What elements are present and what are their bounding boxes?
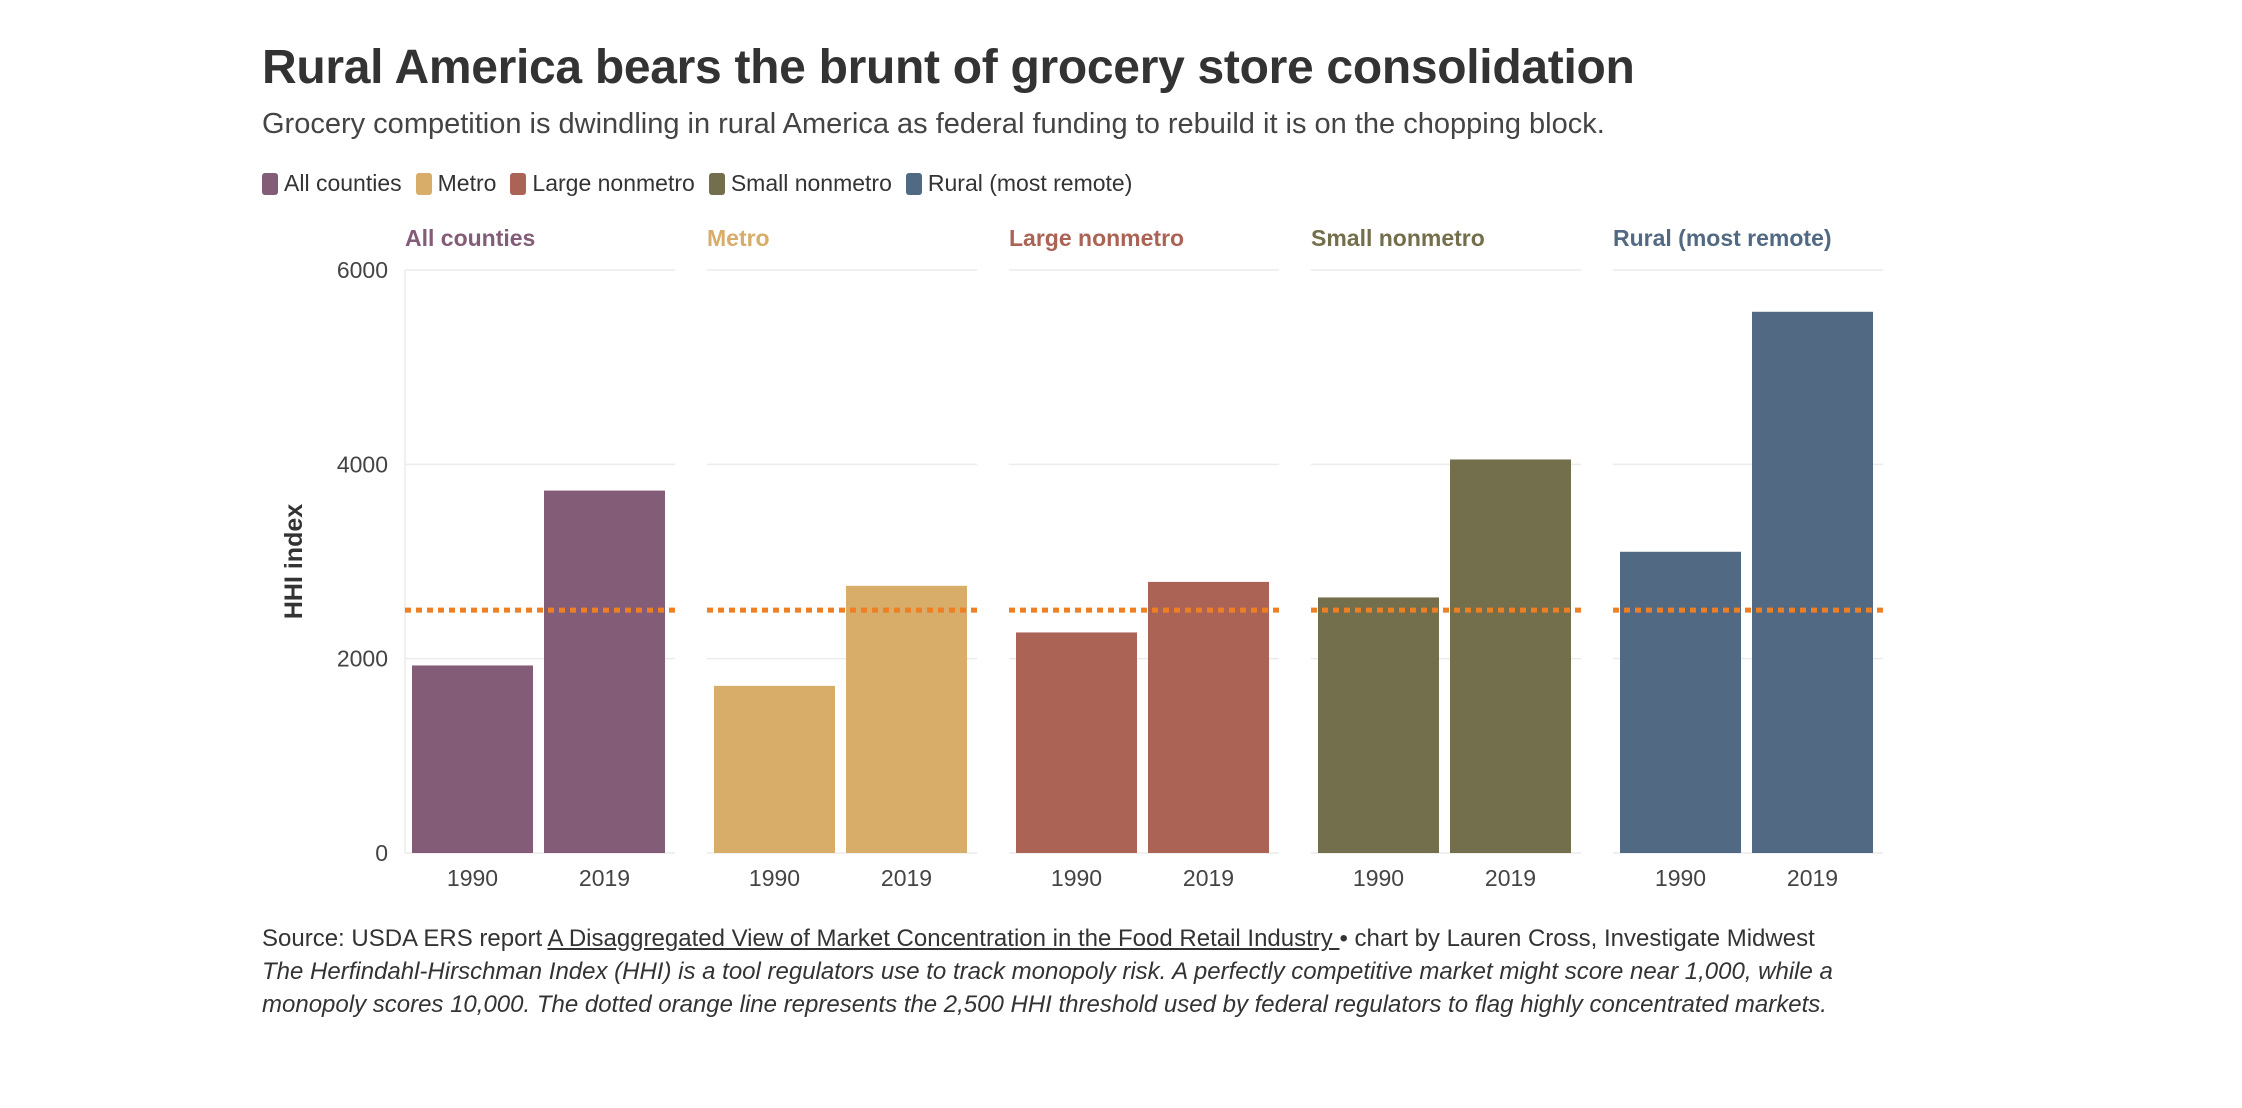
x-tick-label: 2019 bbox=[579, 865, 630, 891]
chart-subtitle: Grocery competition is dwindling in rura… bbox=[262, 108, 1605, 140]
legend-swatch bbox=[708, 172, 725, 195]
legend-item-large-nonmetro[interactable]: Large nonmetro bbox=[510, 170, 695, 197]
x-tick-label: 1990 bbox=[1051, 865, 1102, 891]
x-tick-label: 2019 bbox=[881, 865, 932, 891]
panel-title: All counties bbox=[405, 225, 535, 251]
chart-title: Rural America bears the brunt of grocery… bbox=[262, 41, 1635, 94]
chart-note: The Herfindahl-Hirschman Index (HHI) is … bbox=[262, 958, 1833, 1018]
legend-swatch bbox=[905, 172, 922, 195]
bar-2019 bbox=[1148, 581, 1269, 853]
source-link[interactable]: A Disaggregated View of Market Concentra… bbox=[547, 925, 1340, 952]
panel-title: Metro bbox=[707, 225, 770, 251]
legend-label: All counties bbox=[284, 170, 402, 196]
legend-swatch bbox=[415, 172, 432, 195]
panel-title: Large nonmetro bbox=[1009, 225, 1184, 251]
legend-label: Metro bbox=[437, 170, 497, 196]
y-axis-title: HHI index bbox=[280, 504, 308, 619]
x-tick-label: 2019 bbox=[1485, 865, 1536, 891]
bar-1990 bbox=[714, 685, 835, 853]
x-tick-label: 1990 bbox=[447, 865, 498, 891]
bar-2019 bbox=[1450, 459, 1571, 853]
legend-swatch bbox=[510, 172, 527, 195]
y-tick-label: 4000 bbox=[337, 451, 388, 477]
y-tick-label: 2000 bbox=[337, 646, 388, 672]
footer: Source: USDA ERS report A Disaggregated … bbox=[262, 922, 1922, 1021]
legend-item-rural[interactable]: Rural (most remote) bbox=[905, 170, 1133, 197]
x-tick-label: 1990 bbox=[1655, 865, 1706, 891]
legend-item-metro[interactable]: Metro bbox=[415, 170, 497, 197]
bar-2019 bbox=[1752, 311, 1873, 853]
y-tick-label: 0 bbox=[375, 840, 388, 866]
legend-swatch bbox=[262, 172, 278, 195]
x-tick-label: 2019 bbox=[1183, 865, 1234, 891]
legend-item-small-nonmetro[interactable]: Small nonmetro bbox=[708, 170, 892, 197]
panel-title: Small nonmetro bbox=[1311, 225, 1485, 251]
x-tick-label: 1990 bbox=[749, 865, 800, 891]
legend-label: Small nonmetro bbox=[730, 170, 892, 196]
source-prefix: Source: USDA ERS report bbox=[262, 925, 548, 952]
bar-1990 bbox=[1016, 632, 1137, 853]
bar-2019 bbox=[544, 490, 665, 853]
legend-label: Large nonmetro bbox=[532, 170, 695, 196]
bar-1990 bbox=[412, 665, 533, 853]
legend-item-all-counties[interactable]: All counties bbox=[262, 170, 402, 197]
bar-1990 bbox=[1318, 597, 1439, 853]
x-tick-label: 2019 bbox=[1787, 865, 1838, 891]
source-suffix: • chart by Lauren Cross, Investigate Mid… bbox=[1339, 925, 1815, 952]
x-tick-label: 1990 bbox=[1353, 865, 1404, 891]
y-tick-label: 6000 bbox=[337, 257, 388, 283]
legend-label: Rural (most remote) bbox=[927, 170, 1133, 196]
legend: All counties Metro Large nonmetro Small … bbox=[262, 170, 1146, 197]
panel-title: Rural (most remote) bbox=[1613, 225, 1832, 251]
bar-1990 bbox=[1620, 551, 1741, 853]
source-line: Source: USDA ERS report A Disaggregated … bbox=[262, 922, 1922, 955]
bar-2019 bbox=[846, 585, 967, 853]
chart: HHI index 0 2000 4000 6000 All counties 1990 20… bbox=[280, 225, 1883, 891]
